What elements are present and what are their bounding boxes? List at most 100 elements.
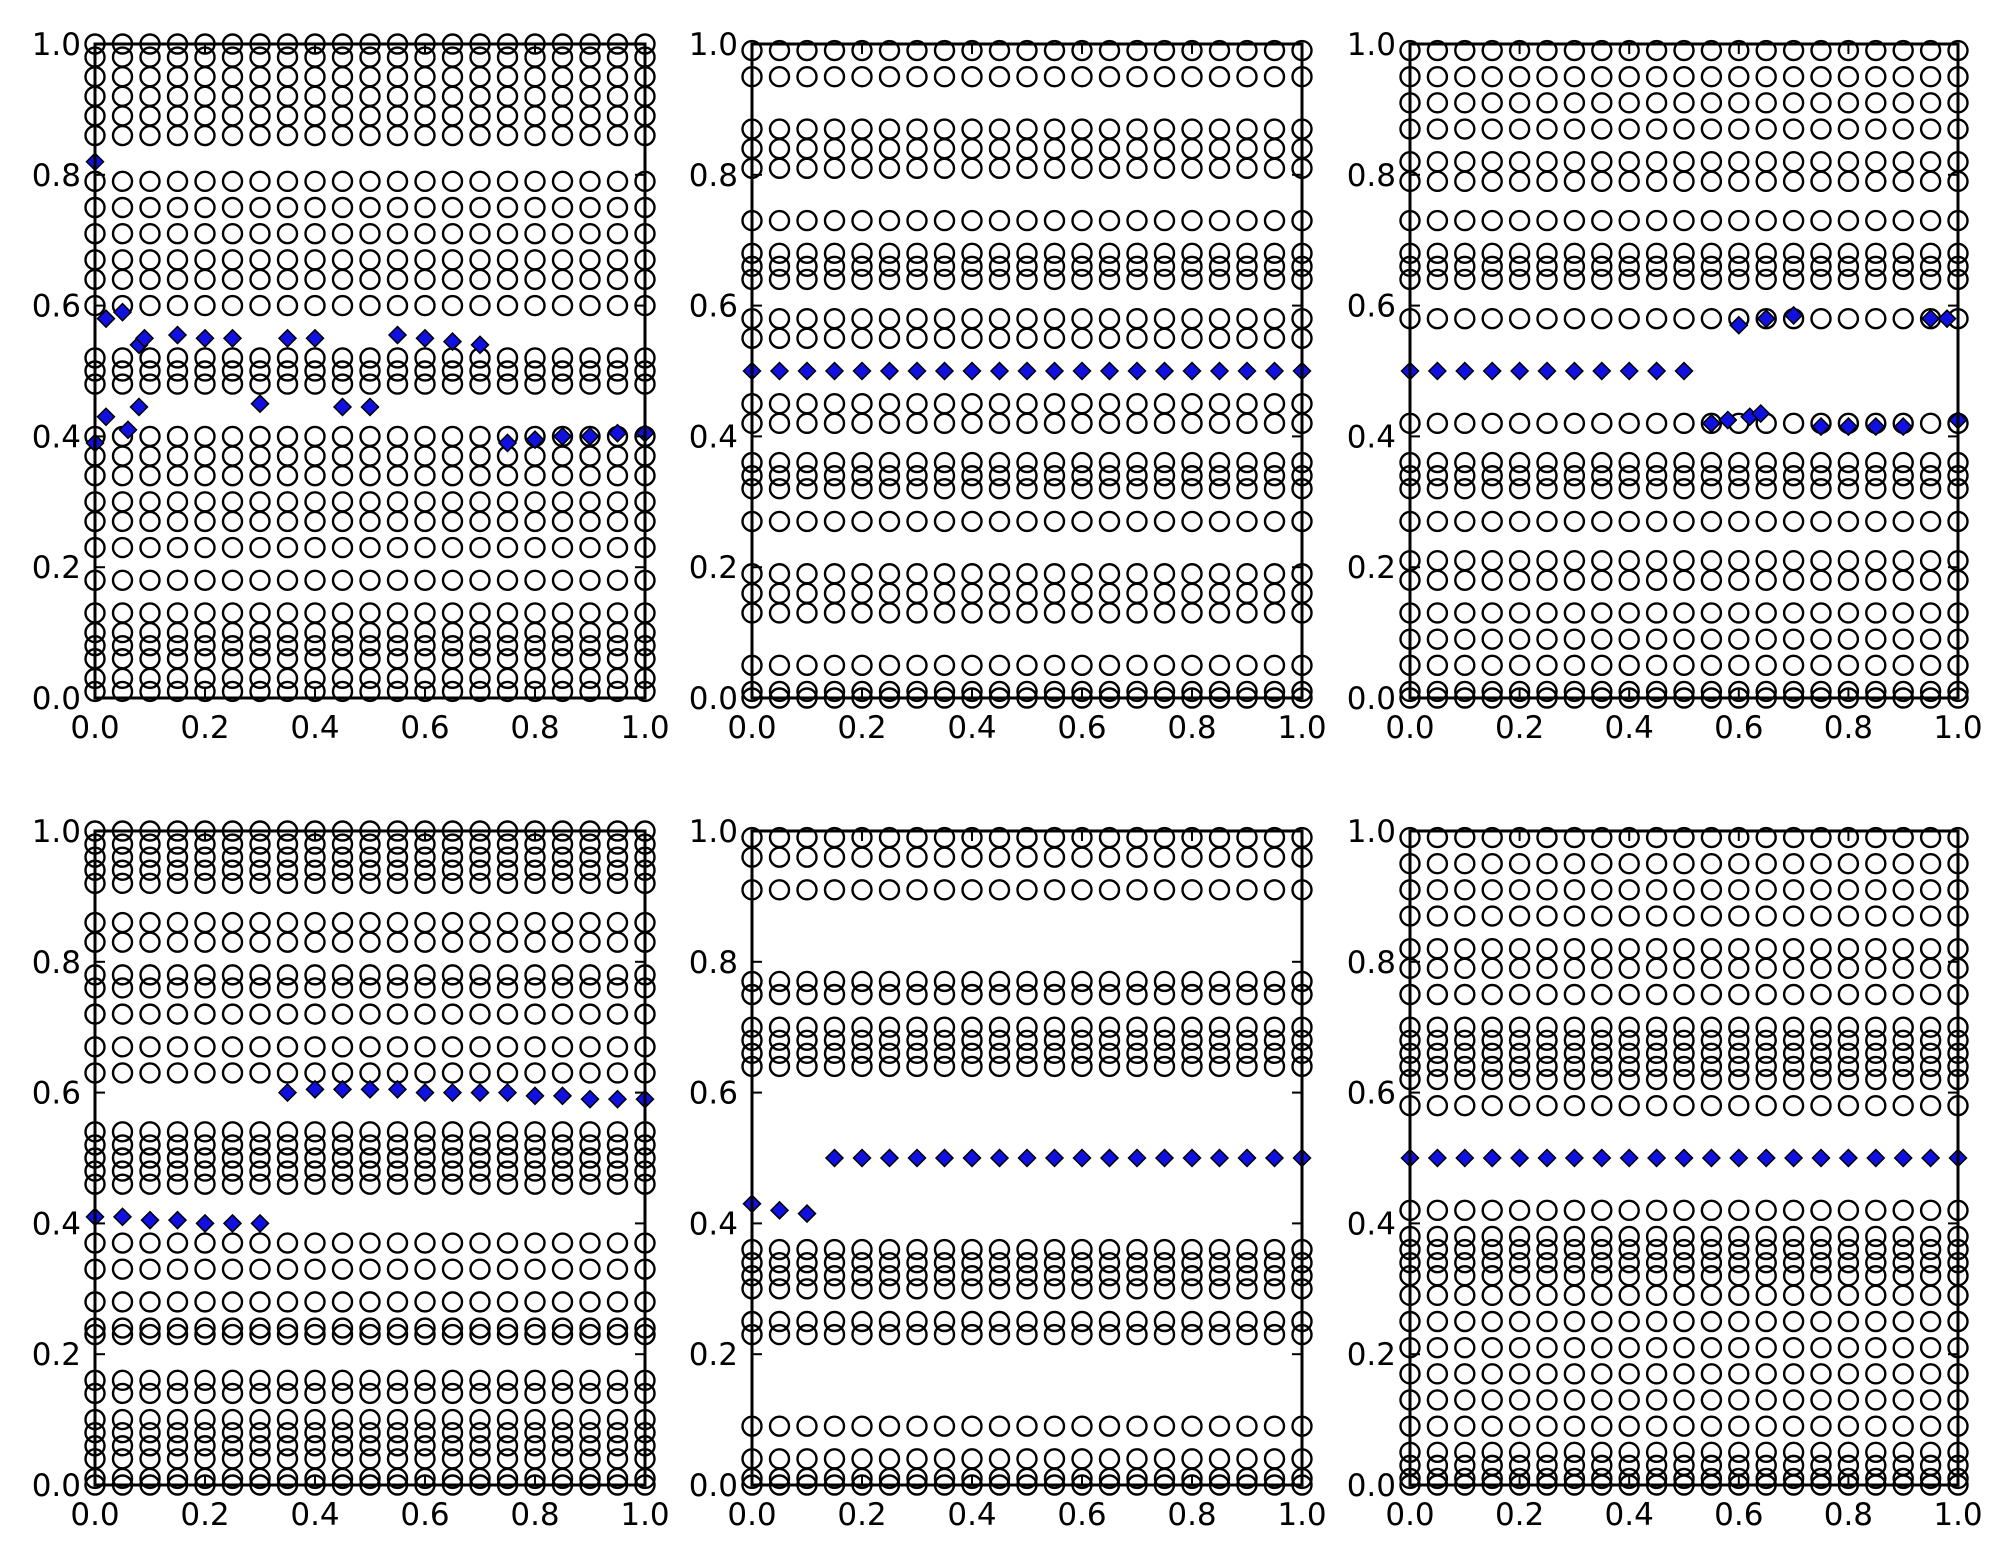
circle-point (194, 569, 216, 591)
circle-point (1618, 1068, 1640, 1091)
circle-point (1591, 1029, 1613, 1051)
circle-point (851, 602, 873, 624)
x-tick-label: 0.8 (510, 1497, 559, 1533)
circle-point (249, 1160, 271, 1182)
circle-point (1591, 1251, 1613, 1274)
circle-point (1508, 151, 1531, 173)
circle-point (1016, 478, 1038, 500)
circle-point (331, 360, 354, 382)
circle-point (1700, 242, 1723, 264)
circle-point (796, 137, 818, 160)
circle-point (469, 1173, 491, 1195)
circle-point (1043, 451, 1066, 474)
circle-point (1454, 1265, 1476, 1287)
circle-point (1645, 39, 1668, 62)
circle-point (359, 46, 381, 68)
circle-point (1508, 1363, 1531, 1385)
circle-point (1071, 412, 1093, 435)
circle-point (1919, 1441, 1942, 1464)
circle-point (1618, 1094, 1640, 1117)
circle-point (1591, 1042, 1613, 1065)
circle-point (111, 667, 134, 690)
circle-point (579, 510, 601, 533)
circle-point (823, 1265, 846, 1287)
circle-point (1536, 905, 1558, 927)
circle-point (194, 1173, 216, 1195)
circle-point (194, 911, 216, 934)
circle-point (304, 1369, 326, 1392)
circle-point (414, 846, 436, 868)
circle-point (469, 1323, 491, 1346)
circle-point (359, 1435, 381, 1457)
circle-point (441, 1232, 464, 1254)
circle-point (878, 242, 901, 264)
circle-point (1563, 1310, 1586, 1333)
circle-point (469, 931, 491, 953)
circle-point (796, 970, 818, 993)
highlight-diamond (1564, 1148, 1584, 1168)
circle-point (1426, 92, 1449, 114)
circle-point (1563, 1238, 1586, 1261)
circle-point (1865, 1467, 1887, 1490)
circle-point (496, 65, 519, 88)
highlight-diamond (607, 1089, 628, 1109)
circle-point (166, 464, 189, 487)
circle-point (823, 157, 846, 179)
circle-point (496, 1291, 519, 1313)
circle-point (1782, 1225, 1805, 1248)
circle-point (1481, 1284, 1503, 1307)
circle-point (606, 1062, 629, 1084)
x-tick-label: 0.4 (290, 1497, 339, 1533)
circle-point (496, 46, 519, 68)
highlight-diamond (1482, 361, 1502, 381)
circle-point (1618, 602, 1640, 624)
circle-point (1236, 582, 1258, 605)
circle-point (579, 872, 601, 895)
circle-point (1536, 1441, 1558, 1464)
circle-point (1837, 307, 1860, 330)
highlight-diamond (360, 397, 380, 417)
highlight-diamond (1017, 361, 1037, 381)
circle-point (1810, 549, 1832, 572)
circle-point (1563, 1055, 1586, 1078)
circle-point (606, 347, 629, 369)
circle-point (386, 1323, 409, 1346)
circle-point (1208, 983, 1231, 1006)
circle-point (1043, 393, 1066, 415)
circle-point (524, 1435, 546, 1457)
circle-point (331, 124, 354, 147)
y-tick-label: 1.0 (1347, 814, 1396, 850)
circle-point (111, 65, 134, 88)
circle-point (139, 1173, 161, 1195)
circle-point (359, 249, 381, 271)
circle-point (606, 1147, 629, 1169)
y-tick-label: 0.6 (32, 289, 81, 325)
circle-point (1755, 1389, 1777, 1411)
circle-point (1865, 1225, 1887, 1248)
circle-point (1865, 628, 1887, 650)
circle-point (1810, 853, 1832, 875)
circle-point (524, 536, 546, 559)
circle-point (1700, 1251, 1723, 1274)
circle-point (166, 1323, 189, 1346)
circle-point (1837, 478, 1860, 500)
circle-point (414, 1062, 436, 1084)
circle-point (768, 1238, 791, 1261)
circle-point (606, 1317, 629, 1339)
circle-point (579, 1317, 601, 1339)
circle-point (441, 268, 464, 291)
circle-point (1728, 853, 1750, 875)
circle-point (276, 268, 299, 291)
circle-point (1591, 255, 1613, 278)
circle-point (851, 118, 873, 140)
circle-point (441, 1323, 464, 1346)
circle-point (1865, 242, 1887, 264)
circle-point (1016, 510, 1038, 533)
circle-point (1919, 242, 1942, 264)
circle-point (1645, 654, 1668, 676)
circle-point (1618, 1415, 1640, 1437)
circle-point (1481, 1389, 1503, 1411)
circle-point (1426, 151, 1449, 173)
circle-point (194, 124, 216, 147)
circle-point (768, 307, 791, 330)
